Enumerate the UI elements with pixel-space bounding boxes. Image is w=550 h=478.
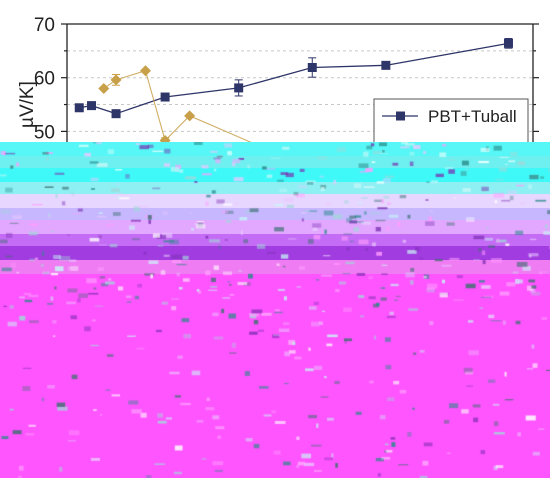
corrupted-image-region bbox=[0, 142, 550, 478]
series-0 bbox=[74, 37, 513, 119]
legend-marker bbox=[396, 111, 405, 121]
series-layer bbox=[74, 37, 513, 159]
y-axis-label: µV/K] bbox=[17, 81, 38, 128]
data-point bbox=[307, 62, 317, 72]
data-point bbox=[74, 103, 84, 113]
y-tick-label: 50 bbox=[34, 122, 55, 143]
data-point bbox=[503, 38, 513, 48]
y-tick-label: 60 bbox=[34, 69, 55, 90]
y-tick-labels: 50 60 70 bbox=[34, 15, 55, 143]
data-point bbox=[160, 92, 170, 102]
data-point bbox=[87, 101, 97, 111]
data-point bbox=[234, 83, 244, 93]
legend-label: PBT+Tuball bbox=[428, 107, 517, 126]
legend: PBT+Tuball bbox=[373, 98, 529, 144]
data-point bbox=[111, 109, 121, 119]
legend-box bbox=[373, 98, 529, 144]
y-tick-label: 70 bbox=[34, 15, 55, 36]
data-point bbox=[98, 82, 110, 94]
data-point bbox=[184, 110, 196, 122]
data-point bbox=[381, 60, 391, 70]
corruption-noise bbox=[0, 142, 550, 478]
data-point bbox=[110, 74, 122, 86]
data-point bbox=[139, 65, 151, 77]
